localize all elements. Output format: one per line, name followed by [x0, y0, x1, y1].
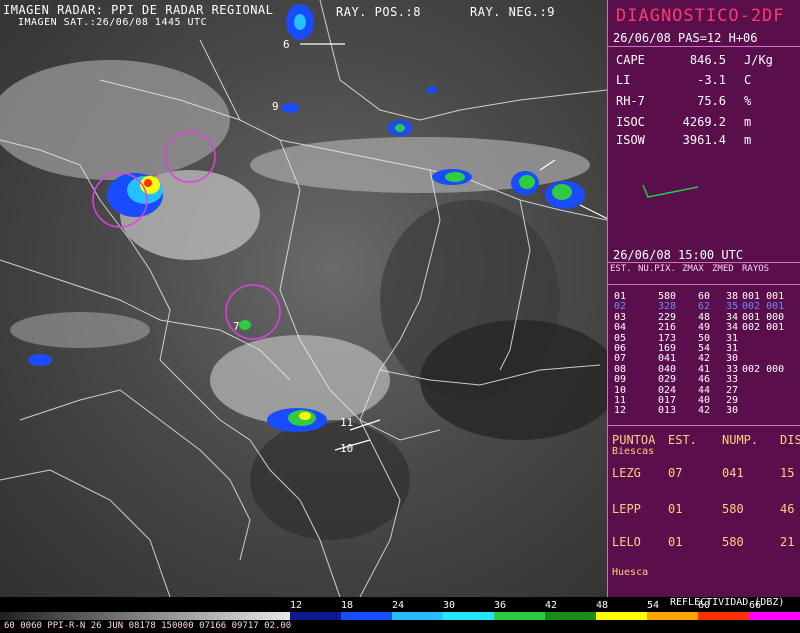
- radar-circle: [225, 284, 281, 340]
- panel-time: 26/06/08 15:00 UTC: [613, 248, 744, 262]
- map-label: 9: [272, 100, 279, 113]
- table-row: 06 169 54 31: [614, 342, 738, 354]
- diagnostic-panel: DIAGNOSTICO-2DF 26/06/08 PAS=12 H+06 CAP…: [607, 0, 800, 597]
- colorbar-segment: [494, 612, 545, 620]
- rays-negative: RAY. NEG.:9: [470, 5, 555, 19]
- sat-image-time: IMAGEN SAT.:26/06/08 1445 UTC: [18, 17, 208, 28]
- table-row: 12 013 42 30: [614, 405, 738, 417]
- colorbar-tick: 66: [749, 600, 762, 611]
- isow-row: ISOW 3961.4 m: [616, 133, 752, 147]
- rays-positive: RAY. POS.:8: [336, 5, 421, 19]
- colorbar-segment: [341, 612, 392, 620]
- colorbar-tick: 24: [392, 600, 405, 611]
- colorbar-tick: 18: [341, 600, 354, 611]
- colorbar-segment: [545, 612, 596, 620]
- station-table: 01 580 60 38 001 001 02 328 62 35 002 001 03 229 4…: [614, 291, 800, 417]
- colorbar-segment: [749, 612, 800, 620]
- radar-circle: [164, 131, 216, 183]
- colorbar-title: REFLECTIVIDAD (DBZ): [670, 597, 785, 608]
- map-label: 10: [340, 442, 354, 455]
- point-row: LEPP 01 580 46: [612, 502, 795, 516]
- table-row: 11 017 40 29: [614, 394, 738, 406]
- colorbar-tick: 42: [545, 600, 558, 611]
- colorbar-segment: [647, 612, 698, 620]
- cape-row: CAPE 846.5 J/Kg: [616, 53, 773, 67]
- table-row: 03 229 48 34 001 000: [614, 311, 785, 323]
- panel-title: DIAGNOSTICO-2DF: [616, 6, 785, 26]
- colorbar-tick: 12: [290, 600, 303, 611]
- table-row: 08 040 41 33 002 000: [614, 363, 785, 375]
- li-row: LI -3.1 C: [616, 73, 752, 87]
- panel-subtitle: 26/06/08 PAS=12 H+06: [613, 31, 758, 45]
- colorbar-segment: [698, 612, 749, 620]
- rh-row: RH-7 75.6%: [616, 94, 752, 108]
- table-row: 07 041 42 30: [614, 353, 738, 365]
- radar-circle: [92, 172, 148, 228]
- points-subtitle: Biescas: [612, 446, 655, 457]
- colorbar-tick: 54: [647, 600, 660, 611]
- points-footer: Huesca: [612, 567, 649, 578]
- satellite-radar-image: IMAGEN RADAR: PPI DE RADAR REGIONAL RAY.…: [0, 0, 607, 597]
- map-label: 11: [340, 416, 354, 429]
- point-row: LELO 01 580 21: [612, 535, 795, 549]
- colorbar-segment: [596, 612, 647, 620]
- colorbar-segment: [443, 612, 494, 620]
- point-row: LEZG 07 041 15: [612, 466, 795, 480]
- reflectivity-colorbar: REFLECTIVIDAD (DBZ) 12 18 24 30 36 42 48 54 60 66…: [0, 597, 800, 633]
- colorbar-tick: 48: [596, 600, 609, 611]
- table-row: 09 029 46 33: [614, 374, 738, 386]
- table-row: 02 328 62 35 002 001: [614, 301, 785, 313]
- wind-barb-icon: [642, 184, 699, 198]
- colorbar-tick: 60: [698, 600, 711, 611]
- map-label: 6: [283, 38, 290, 51]
- radar-image-title: IMAGEN RADAR: PPI DE RADAR REGIONAL: [3, 3, 274, 17]
- isoc-row: ISOC 4269.2 m: [616, 115, 752, 129]
- map-overlay: [0, 0, 607, 597]
- colorbar-segment: [392, 612, 443, 620]
- table-row: 10 024 44 27: [614, 384, 738, 396]
- colorbar-segment: [290, 612, 341, 620]
- table-header: EST. NU.PIX. ZMAX ZMED RAYOS: [610, 264, 770, 274]
- colorbar-footer: 60 0060 PPI-R-N 26 JUN 08178 150000 0716…: [4, 621, 292, 631]
- colorbar-tick: 36: [494, 600, 507, 611]
- colorbar-grey-scale: [0, 612, 290, 620]
- colorbar-tick: 30: [443, 600, 456, 611]
- table-row: 01 580 60 38 001 001: [614, 291, 785, 302]
- table-row: 04 216 49 34 002 001: [614, 322, 785, 334]
- table-row: 05 173 50 31: [614, 332, 738, 344]
- map-label: 7: [233, 320, 240, 333]
